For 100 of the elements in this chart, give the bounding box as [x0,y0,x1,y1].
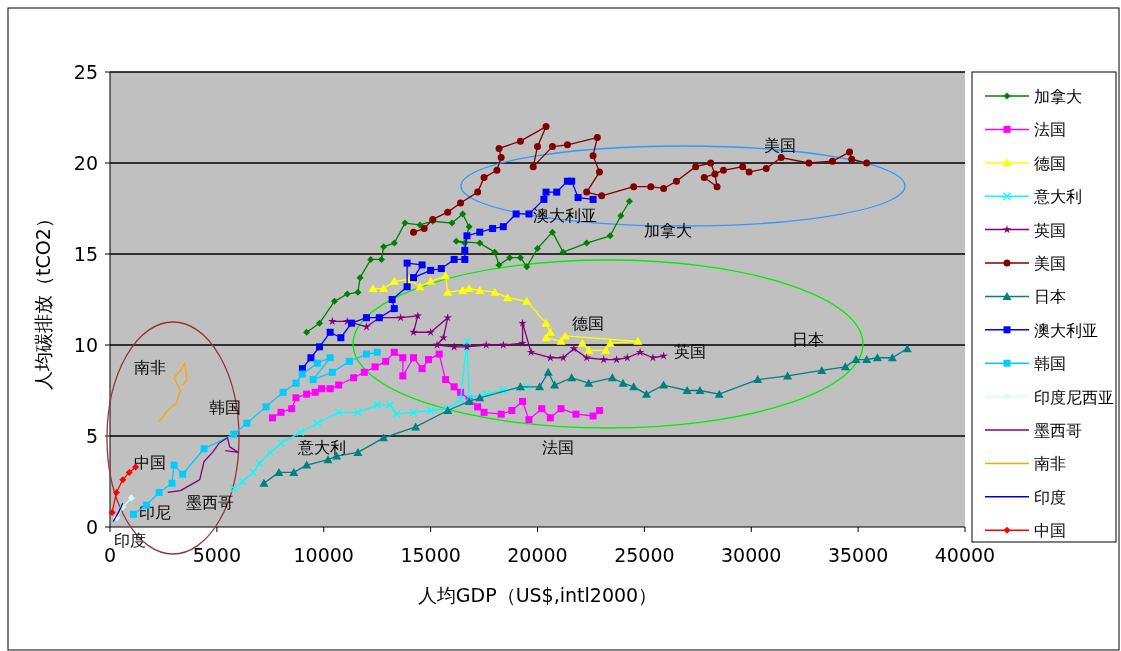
point [556,336,566,345]
point [553,188,561,196]
point [817,365,827,374]
point [605,338,615,347]
point [127,494,135,502]
point [595,407,603,415]
point [515,382,525,391]
legend-label: 中国 [1034,521,1066,541]
point [707,159,715,167]
point [415,282,425,291]
point [119,476,127,484]
point [516,137,524,145]
y-tick-label: 5 [85,425,98,447]
point [526,347,536,356]
point [462,337,472,346]
point [569,344,579,353]
point [474,403,482,411]
point [443,313,452,322]
point [480,174,488,182]
point [692,163,700,171]
point [529,163,537,171]
point [625,197,633,205]
point [249,468,258,477]
point [353,447,363,456]
point [373,400,382,410]
point [475,393,485,402]
point [522,382,531,392]
point [563,141,571,149]
point [426,406,435,415]
point [441,271,451,280]
point [495,261,503,269]
point [315,343,323,351]
point [463,232,471,240]
point [577,338,587,347]
point [334,408,343,417]
point [846,148,854,156]
point [534,143,541,151]
point [499,386,508,395]
point [303,328,311,336]
point [548,143,556,151]
legend-label: 加拿大 [1034,87,1082,106]
point [457,199,465,207]
point [480,408,488,416]
annotation: 意大利 [297,438,346,457]
point [326,328,334,336]
point [350,374,358,382]
point [902,344,912,353]
point [229,484,239,493]
point [354,288,362,296]
point [518,318,527,327]
point [292,394,300,402]
point [437,265,445,273]
legend-label: 意大利 [1033,187,1082,207]
point [497,410,505,418]
point [739,163,747,171]
legend-label: 德国 [1034,153,1066,173]
legend-label: 美国 [1034,254,1066,273]
point [465,223,473,231]
legend-label: 韩国 [1034,354,1066,374]
point [489,225,497,233]
point [335,381,343,389]
point [396,313,405,322]
point [599,355,609,364]
point [276,439,286,448]
point [411,422,421,431]
point [851,355,861,364]
point [872,353,882,362]
point [583,188,591,196]
annotation: 中国 [134,453,166,472]
point [418,365,426,373]
point [259,478,269,487]
point [289,467,299,476]
point [461,246,469,254]
x-tick-label: 10000 [293,544,354,566]
point [410,274,418,282]
point [377,255,385,263]
point [112,488,120,496]
point [612,355,621,364]
point [525,416,533,424]
point [230,430,238,438]
y-tick-label: 25 [73,61,98,83]
point [660,184,668,192]
point [382,357,390,365]
point [598,192,606,200]
point [390,348,398,356]
point [593,134,601,142]
point [108,508,116,516]
point [568,177,576,185]
point [490,287,500,296]
point [461,255,469,263]
point [589,152,597,160]
point [450,383,458,391]
point [548,228,556,236]
point [508,407,516,415]
point [427,266,435,274]
point [635,347,645,356]
point [541,333,551,342]
point [200,445,208,453]
point [623,353,632,362]
point [546,353,555,362]
